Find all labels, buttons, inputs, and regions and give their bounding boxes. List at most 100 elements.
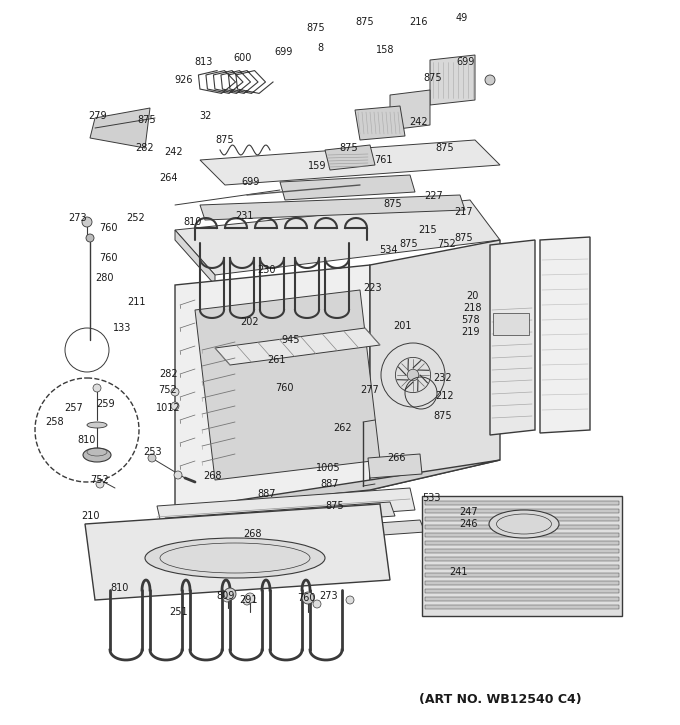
Polygon shape: [425, 517, 619, 521]
Text: 264: 264: [158, 173, 177, 183]
Polygon shape: [175, 230, 215, 285]
Text: 259: 259: [97, 399, 116, 409]
Circle shape: [82, 217, 92, 227]
Polygon shape: [425, 605, 619, 609]
Polygon shape: [200, 195, 465, 220]
Circle shape: [174, 471, 182, 479]
Text: 752: 752: [158, 385, 177, 395]
Text: 231: 231: [236, 211, 254, 221]
Text: 232: 232: [434, 373, 452, 383]
Text: 875: 875: [455, 233, 473, 243]
Text: 809: 809: [217, 591, 235, 601]
Text: 219: 219: [461, 327, 479, 337]
Circle shape: [313, 600, 321, 608]
Polygon shape: [325, 145, 375, 170]
Text: 282: 282: [160, 369, 178, 379]
Polygon shape: [425, 533, 619, 537]
Text: 291: 291: [239, 595, 257, 605]
Text: 215: 215: [419, 225, 437, 235]
Circle shape: [171, 402, 179, 410]
Text: 1005: 1005: [316, 463, 340, 473]
Text: 202: 202: [241, 317, 259, 327]
Text: 268: 268: [243, 529, 261, 539]
Polygon shape: [425, 501, 619, 505]
Text: 273: 273: [320, 591, 339, 601]
Polygon shape: [425, 557, 619, 561]
Text: 8: 8: [317, 43, 323, 53]
Polygon shape: [490, 240, 535, 435]
Polygon shape: [200, 140, 500, 185]
Text: 875: 875: [400, 239, 418, 249]
Circle shape: [224, 588, 236, 600]
Circle shape: [243, 597, 251, 605]
Text: 810: 810: [78, 435, 96, 445]
Circle shape: [485, 75, 495, 85]
Text: 282: 282: [136, 143, 154, 153]
Text: 246: 246: [460, 519, 478, 529]
Text: 277: 277: [360, 385, 379, 395]
Text: 810: 810: [184, 217, 202, 227]
Polygon shape: [425, 541, 619, 545]
Text: (ART NO. WB12540 C4): (ART NO. WB12540 C4): [419, 694, 581, 706]
Text: 699: 699: [242, 177, 260, 187]
Circle shape: [86, 234, 94, 242]
Text: 578: 578: [460, 315, 479, 325]
Ellipse shape: [87, 422, 107, 428]
Text: 760: 760: [99, 223, 117, 233]
Text: 875: 875: [326, 501, 344, 511]
Ellipse shape: [145, 538, 325, 578]
Text: 760: 760: [275, 383, 293, 393]
Text: 875: 875: [137, 115, 156, 125]
Text: 223: 223: [364, 283, 382, 293]
Text: 257: 257: [65, 403, 84, 413]
Polygon shape: [425, 597, 619, 601]
Bar: [493, 313, 529, 335]
Polygon shape: [175, 200, 500, 275]
Polygon shape: [425, 525, 619, 529]
Text: 752: 752: [90, 475, 109, 485]
Text: 201: 201: [394, 321, 412, 331]
Text: 261: 261: [268, 355, 286, 365]
Circle shape: [148, 454, 156, 462]
Polygon shape: [195, 520, 425, 548]
Polygon shape: [425, 589, 619, 593]
Text: 280: 280: [96, 273, 114, 283]
Polygon shape: [280, 175, 415, 200]
Circle shape: [171, 388, 179, 396]
Polygon shape: [195, 290, 380, 480]
Text: 266: 266: [387, 453, 405, 463]
Text: 810: 810: [111, 583, 129, 593]
Text: 216: 216: [410, 17, 428, 27]
Text: 158: 158: [376, 45, 394, 55]
Circle shape: [302, 592, 314, 604]
Polygon shape: [422, 496, 622, 616]
Text: 242: 242: [165, 147, 184, 157]
Text: 534: 534: [379, 245, 397, 255]
Text: 875: 875: [340, 143, 358, 153]
Text: 279: 279: [88, 111, 107, 121]
Polygon shape: [430, 55, 475, 105]
Polygon shape: [165, 502, 395, 532]
Text: 1012: 1012: [156, 403, 180, 413]
Circle shape: [407, 369, 419, 381]
Text: 533: 533: [422, 493, 440, 503]
Polygon shape: [175, 265, 370, 510]
Text: 262: 262: [334, 423, 352, 433]
Text: 159: 159: [308, 161, 326, 171]
Text: 268: 268: [203, 471, 221, 481]
Text: 760: 760: [99, 253, 117, 263]
Text: 875: 875: [434, 411, 452, 421]
Text: 32: 32: [199, 111, 211, 121]
Ellipse shape: [83, 448, 111, 462]
Text: 247: 247: [460, 507, 478, 517]
Circle shape: [245, 593, 255, 603]
Text: 875: 875: [307, 23, 325, 33]
Polygon shape: [540, 237, 590, 433]
Text: 813: 813: [194, 57, 214, 67]
Text: 699: 699: [457, 57, 475, 67]
Polygon shape: [215, 328, 380, 365]
Polygon shape: [425, 573, 619, 577]
Circle shape: [93, 384, 101, 392]
Text: 133: 133: [113, 323, 131, 333]
Text: 945: 945: [282, 335, 301, 345]
